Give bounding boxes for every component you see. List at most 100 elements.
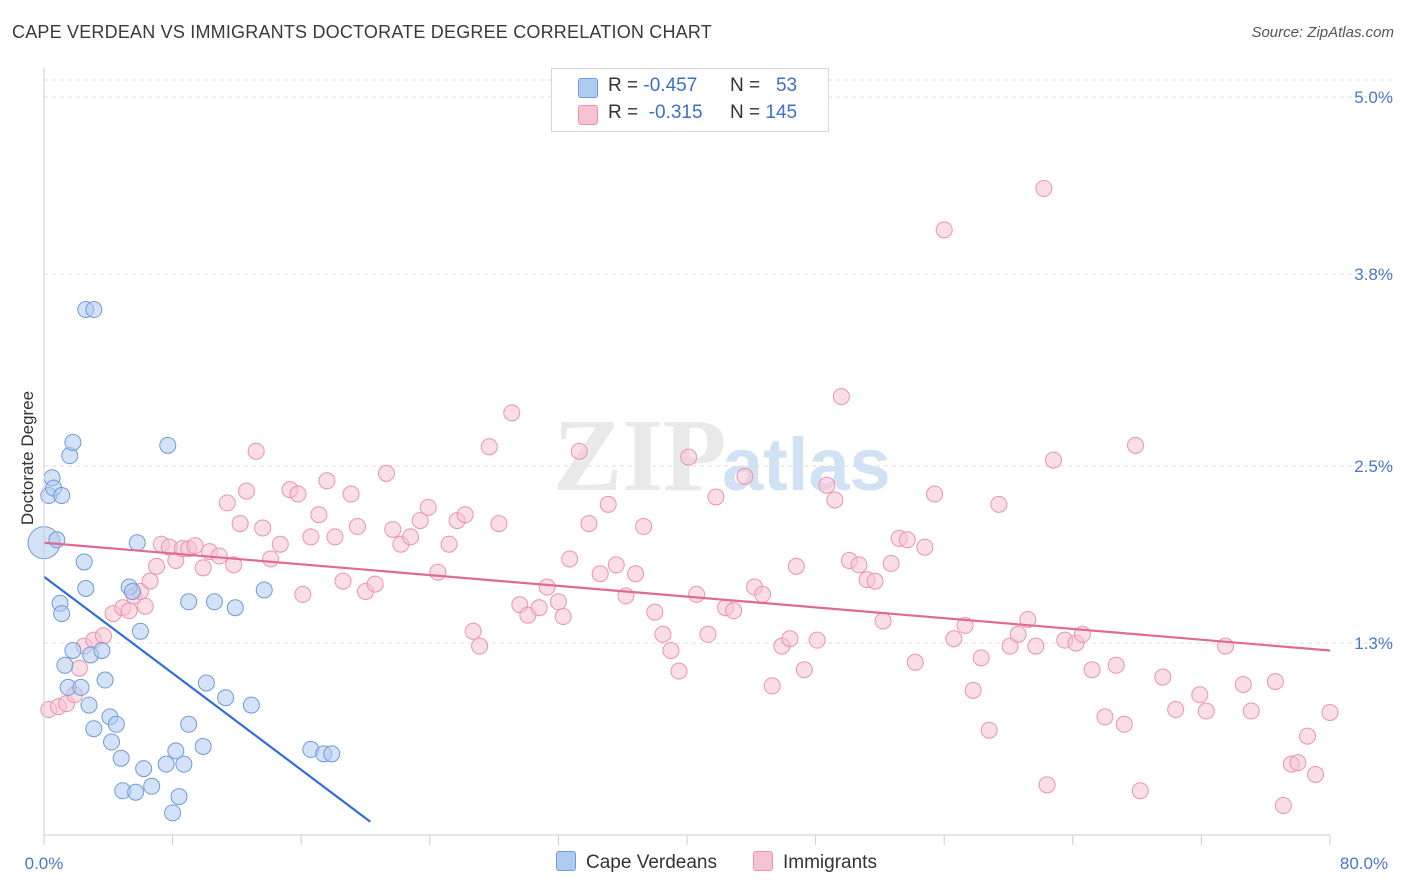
cape-verdeans-point <box>217 689 235 707</box>
immigrants-point <box>194 559 212 577</box>
immigrants-point <box>1107 656 1125 674</box>
immigrants-point <box>561 550 579 568</box>
immigrants-point <box>429 563 447 581</box>
cape-verdeans-point <box>242 696 260 714</box>
immigrants-point <box>377 464 395 482</box>
immigrants-point <box>882 554 900 572</box>
bottom-legend-swatch-blue <box>556 851 576 871</box>
immigrants-point <box>402 528 420 546</box>
immigrants-point <box>464 622 482 640</box>
immigrants-point <box>238 482 256 500</box>
immigrants-point <box>366 575 384 593</box>
y-tick-label: 5.0% <box>1354 88 1393 107</box>
immigrants-point <box>348 518 366 536</box>
immigrants-point <box>70 659 88 677</box>
bottom-legend: Cape Verdeans Immigrants <box>0 851 1406 877</box>
immigrants-point <box>440 535 458 553</box>
immigrants-point <box>490 515 508 533</box>
immigrants-point <box>503 404 521 422</box>
immigrants-point <box>148 557 166 575</box>
immigrants-point <box>916 538 934 556</box>
legend-row-cape-verdeans: R = -0.457 N = 53 <box>552 75 828 101</box>
cape-verdeans-point <box>205 593 223 611</box>
cape-verdeans-point <box>131 622 149 640</box>
immigrants-point <box>302 528 320 546</box>
cape-verdeans-point <box>96 671 114 689</box>
axes: 0.0% 80.0% <box>25 68 1388 873</box>
immigrants-point <box>247 442 265 460</box>
immigrants-point <box>1234 675 1252 693</box>
immigrants-point <box>218 494 236 512</box>
cape-verdeans-point <box>93 642 111 659</box>
immigrants-point <box>318 472 336 490</box>
immigrants-point <box>972 649 990 667</box>
immigrants-point <box>456 506 474 524</box>
immigrants-point <box>334 572 352 590</box>
immigrants-point <box>384 520 402 538</box>
immigrants-point <box>231 515 249 533</box>
immigrants-point <box>781 630 799 648</box>
y-tick-label: 1.3% <box>1354 634 1393 653</box>
cape-verdeans-point <box>56 656 74 674</box>
immigrants-point <box>1001 637 1019 655</box>
y-tick-label: 3.8% <box>1354 265 1393 284</box>
immigrants-point <box>795 661 813 679</box>
cape-verdeans-point <box>323 745 341 763</box>
legend: R = -0.457 N = 53 R = -0.315 N = 145 <box>551 68 829 132</box>
legend-row-immigrants: R = -0.315 N = 145 <box>552 102 828 128</box>
immigrants-trend-line <box>43 541 1331 652</box>
immigrants-point <box>754 585 772 603</box>
cape-verdeans-trend-line <box>43 575 371 823</box>
immigrants-point <box>654 625 672 643</box>
y-tick-label: 2.5% <box>1354 457 1393 476</box>
immigrants-point <box>898 531 916 549</box>
cape-verdeans-point <box>157 755 175 773</box>
immigrants-point <box>1298 727 1316 745</box>
cape-verdeans-point <box>127 783 145 801</box>
immigrants-point <box>787 557 805 575</box>
cape-verdeans-point <box>75 553 93 571</box>
immigrants-point <box>850 556 868 574</box>
immigrants-point <box>646 603 664 621</box>
immigrants-point <box>990 495 1008 513</box>
immigrants-point <box>186 537 204 555</box>
immigrants-point <box>832 388 850 406</box>
cape-verdeans-point <box>197 674 215 692</box>
legend-n: N = 53 <box>730 75 798 96</box>
cape-verdeans-point <box>85 720 103 738</box>
immigrants-point <box>926 485 944 503</box>
cape-verdeans-point <box>255 581 273 599</box>
cape-verdeans-point <box>53 487 71 505</box>
cape-verdeans-point <box>77 580 95 598</box>
immigrants-point <box>254 519 272 537</box>
immigrants-point <box>554 608 572 626</box>
cape-verdeans-point <box>72 678 90 696</box>
immigrants-point <box>627 565 645 583</box>
cape-verdeans-point <box>85 301 103 319</box>
immigrants-point <box>120 602 138 620</box>
cape-verdeans-point <box>170 788 188 806</box>
legend-swatch-pink <box>578 105 598 125</box>
immigrants-point <box>1266 672 1284 690</box>
immigrants-point <box>699 625 717 643</box>
immigrants-point <box>1321 703 1339 721</box>
cape-verdeans-point <box>103 733 121 751</box>
immigrants-point <box>141 572 159 590</box>
immigrants-point <box>680 448 698 466</box>
immigrants-point <box>411 512 429 530</box>
immigrants-point <box>1242 702 1260 720</box>
x-tick-label: 0.0% <box>25 854 64 873</box>
y-axis-label: Doctorate Degree <box>18 391 37 525</box>
legend-r: R = -0.315 <box>608 102 703 123</box>
immigrants-point <box>964 681 982 699</box>
immigrants-point <box>294 585 312 603</box>
cape-verdeans-point <box>226 599 244 617</box>
trend-lines <box>43 541 1331 823</box>
immigrants-point <box>1035 180 1053 198</box>
immigrants-point <box>570 442 588 460</box>
immigrants-point <box>310 506 328 524</box>
immigrants-point <box>725 602 743 620</box>
legend-r: R = -0.457 <box>608 75 698 96</box>
immigrants-point <box>471 637 489 655</box>
